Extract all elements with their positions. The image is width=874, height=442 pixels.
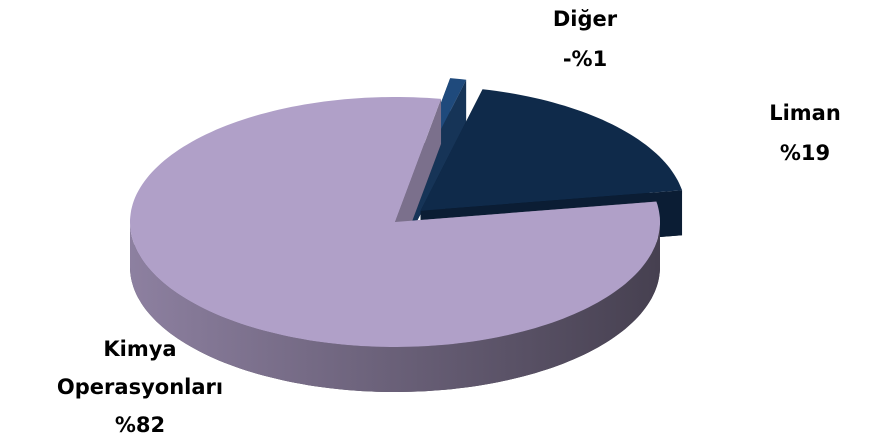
slice (130, 97, 660, 347)
label-value: %19 (779, 141, 831, 165)
label-value: %82 (114, 413, 166, 437)
label-name: Diğer (552, 7, 618, 31)
slice-side (130, 219, 660, 392)
label-name: Liman (769, 101, 841, 125)
label-value: -%1 (562, 47, 608, 71)
label-name: Kimya Operasyonları (56, 337, 224, 399)
slice (420, 89, 683, 211)
